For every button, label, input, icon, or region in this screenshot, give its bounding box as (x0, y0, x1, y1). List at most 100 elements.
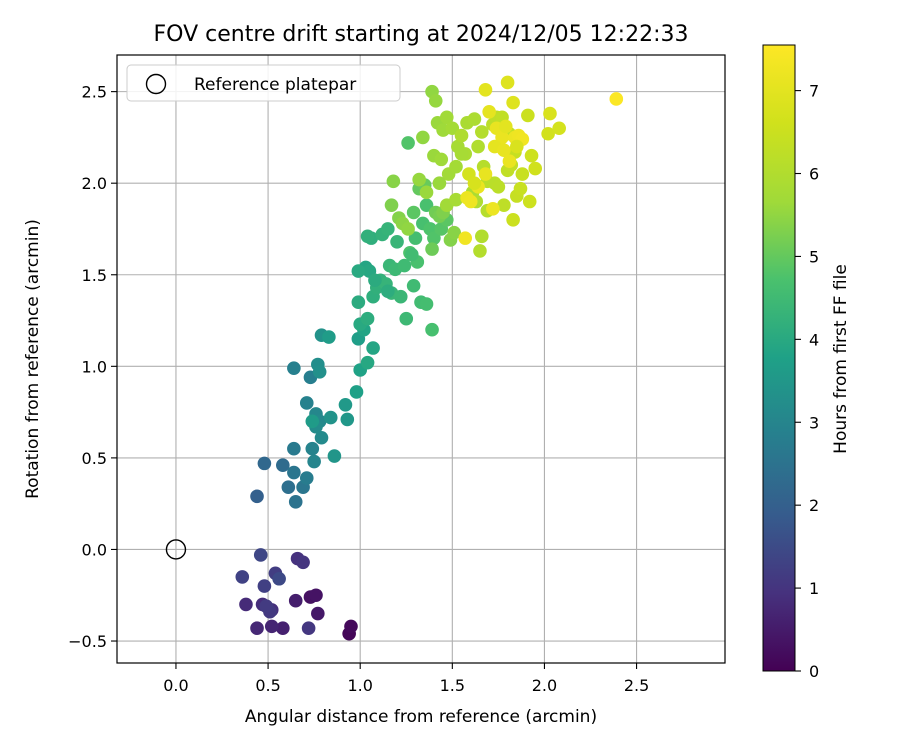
data-point (305, 414, 320, 429)
data-point (425, 242, 439, 256)
data-point (281, 480, 296, 494)
data-point (454, 147, 469, 161)
data-point (486, 202, 500, 216)
data-point (425, 322, 439, 337)
data-point (381, 284, 395, 299)
data-point (449, 159, 463, 174)
data-point (360, 311, 375, 326)
data-point (264, 619, 279, 634)
data-point (482, 104, 496, 119)
y-tick-label: −0.5 (68, 632, 107, 651)
data-point (299, 396, 314, 410)
plot-frame (116, 54, 726, 664)
data-point (322, 330, 336, 344)
data-point (427, 231, 441, 245)
data-point (543, 106, 557, 121)
colorbar-ticks: 0 1 2 3 4 5 6 7 (795, 82, 819, 681)
data-point (381, 222, 395, 236)
data-point (276, 621, 290, 636)
data-point (406, 278, 421, 293)
data-point (312, 365, 327, 379)
grid (117, 55, 725, 663)
data-point (463, 194, 478, 209)
data-point (307, 454, 321, 469)
data-point (257, 456, 272, 471)
data-point (344, 619, 358, 634)
data-point (287, 361, 301, 375)
data-point (502, 154, 517, 169)
data-point (609, 92, 624, 106)
data-point (522, 194, 537, 209)
data-point (390, 234, 404, 249)
y-tick-label: 1.5 (82, 266, 107, 285)
data-point (399, 311, 414, 326)
y-axis-ticks: −0.5 0.0 0.5 1.0 1.5 2.0 2.5 (68, 83, 117, 651)
data-point (515, 167, 530, 181)
data-point (309, 588, 323, 603)
y-axis-label: Rotation from reference (arcmin) (23, 219, 43, 499)
data-point (386, 174, 401, 189)
data-point (412, 172, 426, 187)
data-point (506, 213, 520, 227)
data-point (384, 198, 399, 212)
data-point (296, 555, 310, 570)
data-point (397, 258, 412, 273)
data-point (305, 441, 320, 456)
data-point (419, 198, 434, 212)
data-point (434, 152, 449, 167)
data-point (497, 198, 511, 212)
data-point (235, 570, 250, 584)
colorbar-tick-label: 5 (809, 247, 819, 266)
data-point (393, 289, 408, 304)
x-tick-label: 0.5 (255, 676, 280, 695)
data-point (473, 244, 487, 258)
legend: Reference platepar (126, 64, 401, 102)
x-tick-label: 2.5 (624, 676, 649, 695)
data-point (250, 489, 264, 504)
data-point (366, 341, 380, 355)
data-point (419, 297, 434, 311)
data-point (454, 128, 469, 143)
data-point (314, 430, 329, 445)
data-point (445, 121, 460, 136)
data-point (495, 130, 509, 145)
data-point (368, 273, 382, 288)
data-point (521, 108, 535, 123)
data-point (253, 548, 268, 562)
data-point (351, 295, 366, 310)
data-point (478, 82, 493, 97)
data-point (288, 495, 303, 509)
data-point (311, 606, 325, 621)
data-point (406, 205, 421, 220)
data-point (506, 95, 520, 110)
data-point (498, 119, 513, 134)
data-point (491, 180, 506, 194)
data-point (467, 176, 482, 190)
data-point (467, 112, 482, 126)
data-point (360, 229, 375, 244)
data-point (439, 110, 454, 125)
x-tick-label: 1.5 (440, 676, 465, 695)
data-point (552, 121, 566, 136)
colorbar-tick-label: 7 (809, 82, 819, 101)
data-point (497, 143, 511, 158)
data-point (408, 231, 423, 245)
data-point (419, 185, 434, 200)
colorbar-gradient (762, 44, 796, 672)
colorbar-tick-label: 2 (809, 496, 819, 515)
data-points (235, 75, 624, 641)
data-point (471, 139, 485, 154)
data-point (351, 264, 366, 278)
x-axis-label: Angular distance from reference (arcmin) (245, 707, 597, 727)
data-point (541, 126, 555, 141)
legend-label-reference: Reference platepar (194, 75, 356, 95)
data-point (449, 192, 463, 207)
data-point (288, 593, 303, 608)
data-point (276, 458, 290, 473)
data-point (299, 471, 314, 485)
y-tick-label: 1.0 (82, 357, 107, 376)
data-point (401, 222, 415, 236)
y-tick-label: 2.0 (82, 174, 107, 193)
data-point (287, 441, 301, 456)
